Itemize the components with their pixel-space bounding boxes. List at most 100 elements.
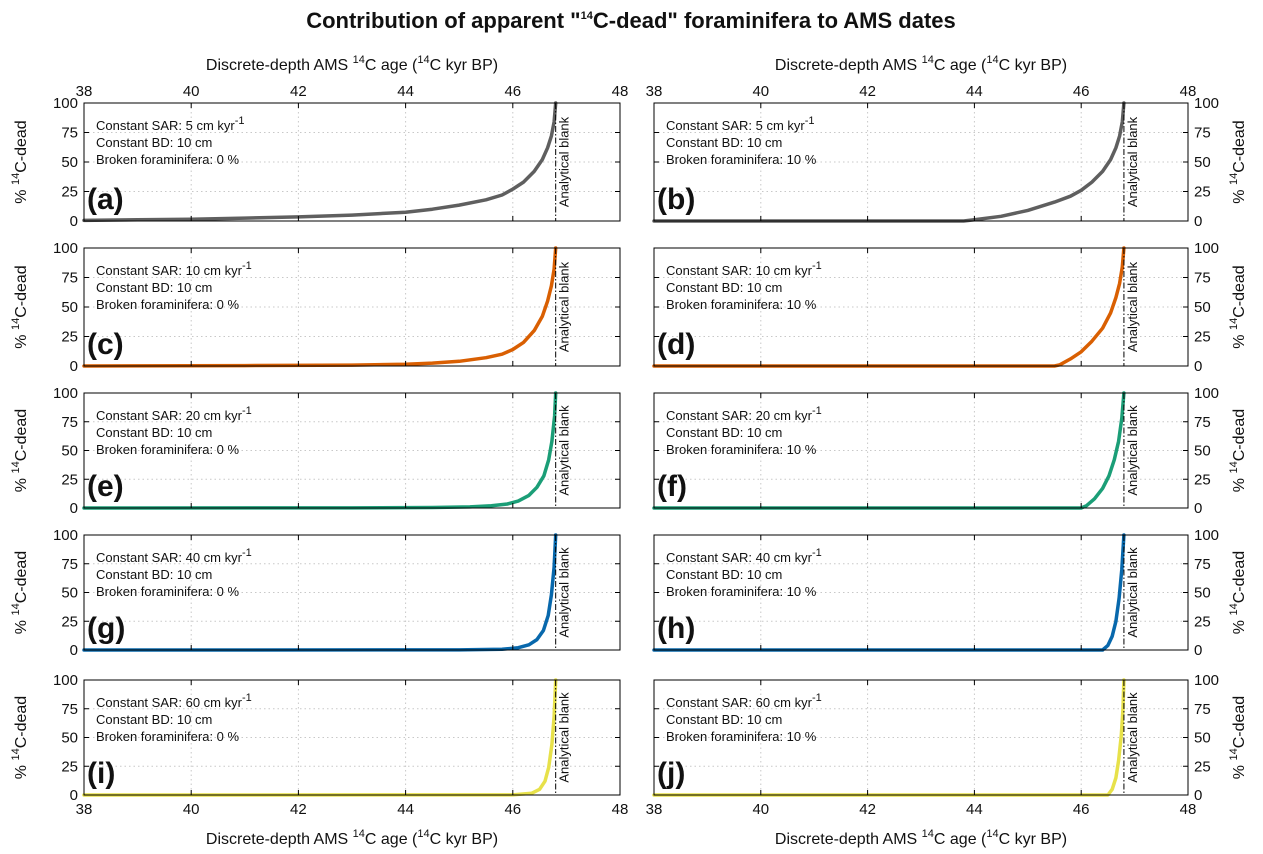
x-axis-label-bottom-right-sup1: 14 bbox=[922, 828, 934, 840]
panel-label-j: (j) bbox=[657, 757, 685, 790]
x-tick-label-top-a-4: 46 bbox=[504, 83, 521, 100]
annotation-sar-i: Constant SAR: 60 cm kyr-1 bbox=[96, 692, 252, 710]
x-tick-label-top-b-1: 40 bbox=[752, 83, 769, 100]
x-axis-label-bottom-left-pre: Discrete-depth AMS bbox=[206, 831, 353, 848]
annotation-sar-text-g: Constant SAR: 40 cm kyr bbox=[96, 550, 243, 565]
series-line-a bbox=[82, 101, 558, 223]
x-tick-label-bottom-j-3: 44 bbox=[966, 801, 983, 818]
panel-label-h: (h) bbox=[657, 612, 695, 645]
annotation-sar-sup-b: -1 bbox=[805, 115, 815, 127]
y-tick-label-b-2: 50 bbox=[1194, 154, 1211, 171]
y-axis-label-pre-j: % bbox=[1231, 761, 1248, 780]
y-tick-label-i-2: 50 bbox=[61, 730, 78, 747]
y-tick-label-d-3: 75 bbox=[1194, 270, 1211, 287]
y-tick-label-g-1: 25 bbox=[61, 613, 78, 630]
y-axis-label-pre-i: % bbox=[13, 761, 30, 780]
y-axis-label-sup-g: 14 bbox=[10, 603, 22, 615]
y-tick-label-a-4: 100 bbox=[53, 95, 78, 112]
x-tick-label-top-b-5: 48 bbox=[1180, 83, 1197, 100]
grid-e bbox=[84, 393, 620, 508]
y-axis-label-b: % 14C-dead bbox=[1228, 120, 1248, 203]
panel-label-g: (g) bbox=[87, 612, 125, 645]
y-tick-label-f-4: 100 bbox=[1194, 385, 1219, 402]
y-tick-label-e-2: 50 bbox=[61, 443, 78, 460]
y-axis-label-sup-i: 14 bbox=[10, 748, 22, 760]
y-tick-label-j-0: 0 bbox=[1194, 787, 1202, 804]
y-axis-label-i: % 14C-dead bbox=[10, 696, 30, 779]
annotation-sar-text-d: Constant SAR: 10 cm kyr bbox=[666, 263, 813, 278]
panel-i: Analytical blank 0 25 50 75 100 38 40 42 44 46 48 % … bbox=[10, 672, 628, 818]
y-tick-label-g-4: 100 bbox=[53, 527, 78, 544]
y-tick-label-b-3: 75 bbox=[1194, 125, 1211, 142]
grid-i bbox=[84, 680, 620, 795]
annotation-sar-text-c: Constant SAR: 10 cm kyr bbox=[96, 263, 243, 278]
annotation-broken-d: Broken foraminifera: 10 % bbox=[666, 297, 817, 312]
y-axis-label-post-j: C-dead bbox=[1231, 696, 1248, 748]
y-axis-label-j: % 14C-dead bbox=[1228, 696, 1248, 779]
y-tick-label-d-1: 25 bbox=[1194, 329, 1211, 346]
annotation-sar-sup-a: -1 bbox=[235, 115, 245, 127]
y-tick-label-h-4: 100 bbox=[1194, 527, 1219, 544]
x-axis-label-bottom-left-post: C kyr BP) bbox=[430, 831, 498, 848]
annotation-bd-e: Constant BD: 10 cm bbox=[96, 425, 212, 440]
x-tick-label-top-b-3: 44 bbox=[966, 83, 983, 100]
y-tick-label-i-3: 75 bbox=[61, 701, 78, 718]
blank-label-e: Analytical blank bbox=[557, 405, 572, 496]
x-tick-label-top-a-1: 40 bbox=[183, 83, 200, 100]
grid-h bbox=[654, 535, 1188, 650]
y-tick-label-h-2: 50 bbox=[1194, 585, 1211, 602]
y-axis-label-d: % 14C-dead bbox=[1228, 265, 1248, 348]
series-line-f bbox=[652, 391, 1126, 510]
annotation-bd-g: Constant BD: 10 cm bbox=[96, 567, 212, 582]
series-line-h bbox=[652, 533, 1126, 652]
y-axis-label-sup-d: 14 bbox=[1228, 318, 1240, 330]
y-axis-label-post-d: C-dead bbox=[1231, 265, 1248, 317]
blank-label-f: Analytical blank bbox=[1125, 405, 1140, 496]
x-tick-label-top-b-4: 46 bbox=[1073, 83, 1090, 100]
x-tick-label-top-a-0: 38 bbox=[76, 83, 93, 100]
x-axis-label-bottom-right-post: C kyr BP) bbox=[999, 831, 1067, 848]
x-axis-label-top-left-sup2: 14 bbox=[417, 54, 429, 66]
y-tick-label-d-4: 100 bbox=[1194, 240, 1219, 257]
x-tick-label-bottom-i-4: 46 bbox=[504, 801, 521, 818]
y-axis-label-post-i: C-dead bbox=[13, 696, 30, 748]
y-axis-label-sup-b: 14 bbox=[1228, 173, 1240, 185]
y-tick-label-e-0: 0 bbox=[70, 500, 78, 517]
x-axis-label-top-left: Discrete-depth AMS 14C age (14C kyr BP) bbox=[206, 54, 498, 74]
blank-label-b: Analytical blank bbox=[1125, 116, 1140, 207]
panel-label-b: (b) bbox=[657, 183, 695, 216]
x-axis-label-top-right: Discrete-depth AMS 14C age (14C kyr BP) bbox=[775, 54, 1067, 74]
annotation-sar-text-a: Constant SAR: 5 cm kyr bbox=[96, 118, 235, 133]
annotation-sar-e: Constant SAR: 20 cm kyr-1 bbox=[96, 405, 252, 423]
y-axis-label-pre-b: % bbox=[1231, 185, 1248, 204]
x-tick-label-bottom-i-3: 44 bbox=[397, 801, 414, 818]
y-axis-label-pre-a: % bbox=[13, 185, 30, 204]
annotation-sar-sup-g: -1 bbox=[242, 547, 252, 559]
y-tick-label-c-2: 50 bbox=[61, 299, 78, 316]
panel-label-d: (d) bbox=[657, 328, 695, 361]
annotation-sar-d: Constant SAR: 10 cm kyr-1 bbox=[666, 260, 822, 278]
y-tick-label-b-1: 25 bbox=[1194, 184, 1211, 201]
annotation-sar-c: Constant SAR: 10 cm kyr-1 bbox=[96, 260, 252, 278]
y-tick-label-h-0: 0 bbox=[1194, 642, 1202, 659]
grid-j bbox=[654, 680, 1188, 795]
y-tick-label-i-1: 25 bbox=[61, 758, 78, 775]
y-axis-label-post-e: C-dead bbox=[13, 409, 30, 461]
annotation-broken-j: Broken foraminifera: 10 % bbox=[666, 729, 817, 744]
y-axis-label-pre-f: % bbox=[1231, 474, 1248, 493]
y-axis-label-e: % 14C-dead bbox=[10, 409, 30, 492]
y-tick-label-f-1: 25 bbox=[1194, 471, 1211, 488]
panel-label-i: (i) bbox=[87, 757, 115, 790]
x-tick-label-bottom-i-5: 48 bbox=[612, 801, 629, 818]
y-tick-label-c-4: 100 bbox=[53, 240, 78, 257]
panel-label-c: (c) bbox=[87, 328, 124, 361]
y-tick-label-a-0: 0 bbox=[70, 213, 78, 230]
y-tick-label-j-1: 25 bbox=[1194, 758, 1211, 775]
x-axis-label-top-left-pre: Discrete-depth AMS bbox=[206, 57, 353, 74]
y-tick-label-j-4: 100 bbox=[1194, 672, 1219, 689]
y-tick-label-a-1: 25 bbox=[61, 184, 78, 201]
